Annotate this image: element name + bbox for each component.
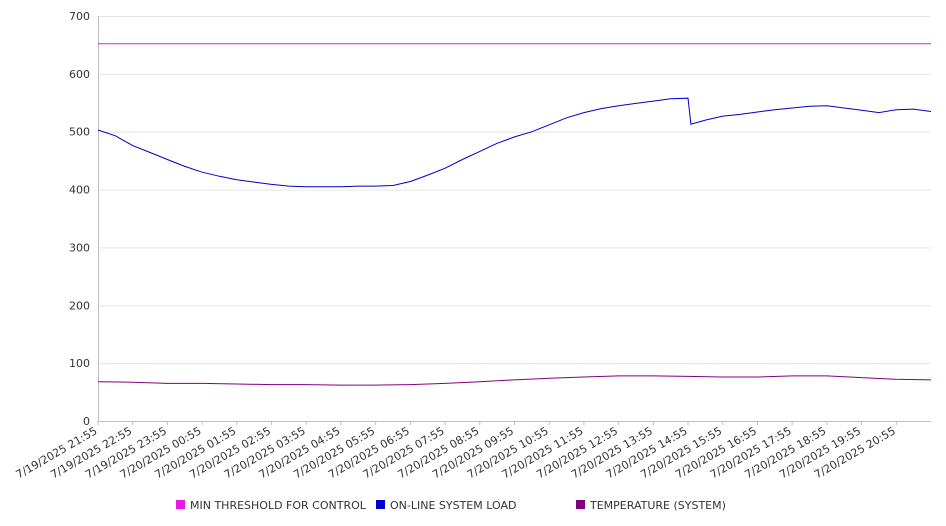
y-tick-label: 700 — [69, 10, 90, 23]
y-tick-label: 600 — [69, 68, 90, 81]
legend: MIN THRESHOLD FOR CONTROL ON-LINE SYSTEM … — [176, 499, 726, 512]
legend-swatch — [576, 500, 585, 509]
legend-label: ON-LINE SYSTEM LOAD — [390, 499, 516, 512]
x-axis-tick-labels: 7/19/2025 21:557/19/2025 22:557/19/2025 … — [14, 424, 898, 481]
series-line-1 — [97, 97, 932, 188]
y-tick-label: 100 — [69, 357, 90, 370]
axes — [97, 16, 931, 425]
y-tick-label: 500 — [69, 126, 90, 139]
y-tick-label: 200 — [69, 299, 90, 312]
y-tick-label: 300 — [69, 241, 90, 254]
y-axis-tick-labels: 0 100 200 300 400 500 600 700 — [69, 10, 90, 428]
series-lines — [97, 43, 932, 386]
gridlines — [98, 16, 931, 365]
y-tick-label: 400 — [69, 184, 90, 197]
y-tick-label: 0 — [83, 415, 90, 428]
series-line-2 — [97, 375, 932, 386]
legend-swatch — [176, 500, 185, 509]
legend-label: MIN THRESHOLD FOR CONTROL — [190, 499, 367, 512]
legend-label: TEMPERATURE (SYSTEM) — [589, 499, 726, 512]
legend-swatch — [376, 500, 385, 509]
